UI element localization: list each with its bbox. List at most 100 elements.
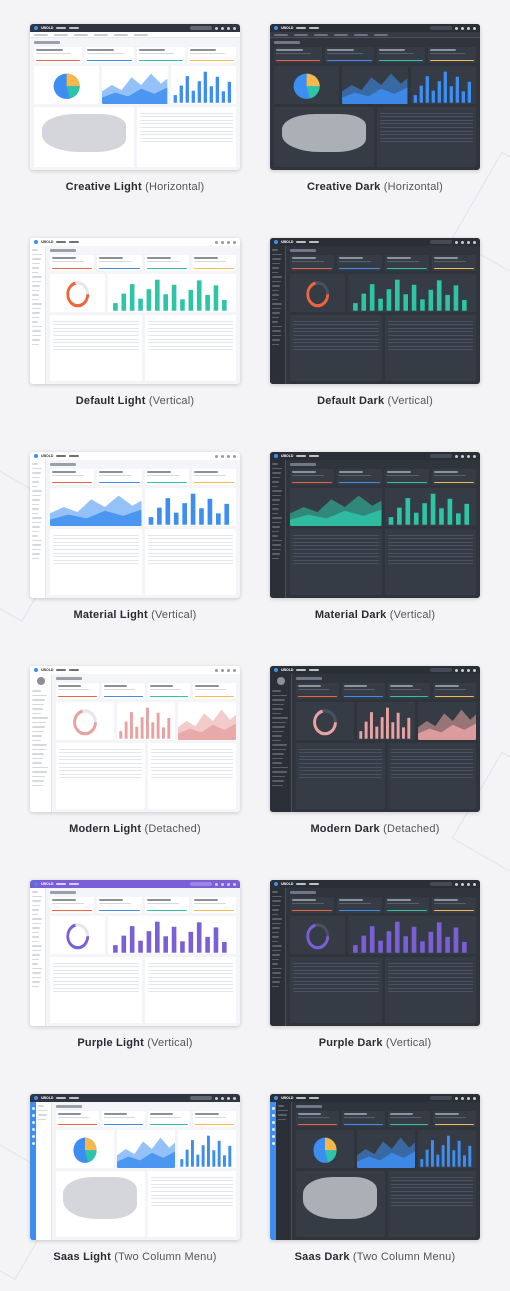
topbar-icon [467,1096,470,1100]
menu-placeholder [309,1097,320,1099]
page-title-placeholder [50,249,76,252]
chart-card [296,1130,354,1168]
bar-mark [421,503,427,525]
sidebar-item-placeholder [32,922,42,924]
topbar-icon [455,240,458,244]
sidebar-item-placeholder [272,249,278,251]
theme-card[interactable]: UBOLD Material Dark (Vertical) [270,452,480,666]
sidebar-item-placeholder [32,936,39,938]
sidebar-item-placeholder [272,940,278,942]
theme-preview[interactable]: UBOLD [30,666,240,812]
theme-card[interactable]: UBOLD Default Dark (Vertical) [270,238,480,452]
table-row-placeholder [293,980,379,982]
sidebar-item-placeholder [272,553,280,555]
preview-main [52,1102,240,1240]
stat-card [50,897,95,913]
topbar-icon [473,668,476,672]
page-title-placeholder [296,1105,322,1108]
sidebar-item-placeholder [38,1109,48,1111]
mini-chart [180,1135,232,1167]
theme-card[interactable]: UBOLD Creative Light (Horizontal) [30,24,240,238]
stat-progress-bar [146,481,187,483]
theme-preview[interactable]: UBOLD [30,452,240,598]
tables-row [50,315,236,381]
chart-card [418,702,476,740]
chart-card [117,1130,175,1168]
theme-card[interactable]: UBOLD Saas Dark (Two Column Menu) [270,1094,480,1291]
bar-mark [386,707,389,739]
theme-preview[interactable]: UBOLD [270,666,480,812]
bar-mark [353,945,359,953]
stat-value-placeholder [36,49,63,51]
table-row-placeholder [139,130,233,132]
rail-icon [271,1142,275,1145]
theme-preview[interactable]: UBOLD [30,24,240,170]
table-row-placeholder [387,538,473,540]
sidebar-item-placeholder [272,499,281,501]
charts-row [290,488,476,526]
bar-mark [130,284,135,311]
bar-mark [430,1140,434,1167]
chart-card [117,702,175,740]
bar-mark [359,731,363,739]
sidebar-item-placeholder [272,280,282,282]
rail-icon [271,1128,275,1131]
stat-card [144,255,189,271]
bar-mark [167,717,171,739]
table-row-placeholder [387,984,473,986]
theme-card[interactable]: UBOLD Default Light (Vertical) [30,238,240,452]
table-row-placeholder [139,119,233,121]
topbar-icon [467,882,470,886]
sidebar-item-placeholder [272,285,281,287]
theme-card[interactable]: UBOLD Purple Dark (Vertical) [270,880,480,1094]
theme-preview[interactable]: UBOLD [30,880,240,1026]
stat-label-placeholder [103,688,135,690]
bar-mark [185,1149,189,1167]
bar-mark [461,91,465,103]
stat-value-placeholder [433,257,458,259]
chart-card [290,916,346,954]
theme-preview[interactable]: UBOLD [30,1094,240,1240]
preview-main [286,460,480,598]
table-row-placeholder [139,116,233,118]
sidebar-item-placeholder [32,485,39,487]
bar-mark [454,927,459,953]
bar-mark [214,285,219,311]
theme-preview[interactable]: UBOLD [30,238,240,384]
bar-mark [215,513,221,525]
theme-preview[interactable]: UBOLD [270,1094,480,1240]
theme-card[interactable]: UBOLD Purple Light (Vertical) [30,880,240,1094]
sidebar-item-placeholder [272,485,279,487]
menu-placeholder [56,27,67,29]
topbar-icon [233,454,236,458]
theme-card[interactable]: UBOLD Saas Light (Two Column Menu) [30,1094,240,1291]
table-row-placeholder [53,559,139,561]
stat-value-placeholder [193,257,218,259]
theme-card[interactable]: UBOLD Creative Dark (Horizontal) [270,24,480,238]
sidebar-item-placeholder [278,1109,288,1111]
sidebar-item-placeholder [32,285,41,287]
theme-card[interactable]: UBOLD Material Light (Vertical) [30,452,240,666]
theme-preview[interactable]: UBOLD [270,452,480,598]
theme-preview[interactable]: UBOLD [270,24,480,170]
rail-icon [31,1135,35,1138]
chart-card [342,66,408,104]
theme-preview[interactable]: UBOLD [270,238,480,384]
sidebar-item-placeholder [272,927,281,929]
table-row-placeholder [390,777,473,779]
stat-card [296,1111,339,1127]
sidebar-item-placeholder [32,316,40,318]
theme-preview[interactable]: UBOLD [270,880,480,1026]
sidebar-item-placeholder [32,775,46,777]
mini-chart [388,493,469,525]
rail-icon [31,1114,35,1117]
bar-mark [455,76,459,103]
sidebar-item-placeholder [32,958,40,960]
theme-card[interactable]: UBOLD Modern Light (Detached) [30,666,240,880]
rail-icon [31,1128,35,1131]
stat-progress-bar [189,59,234,61]
table-row-placeholder [390,1201,473,1203]
sidebar-item-placeholder [32,512,38,514]
theme-card[interactable]: UBOLD Modern Dark (Detached) [270,666,480,880]
stat-progress-bar [87,59,132,61]
